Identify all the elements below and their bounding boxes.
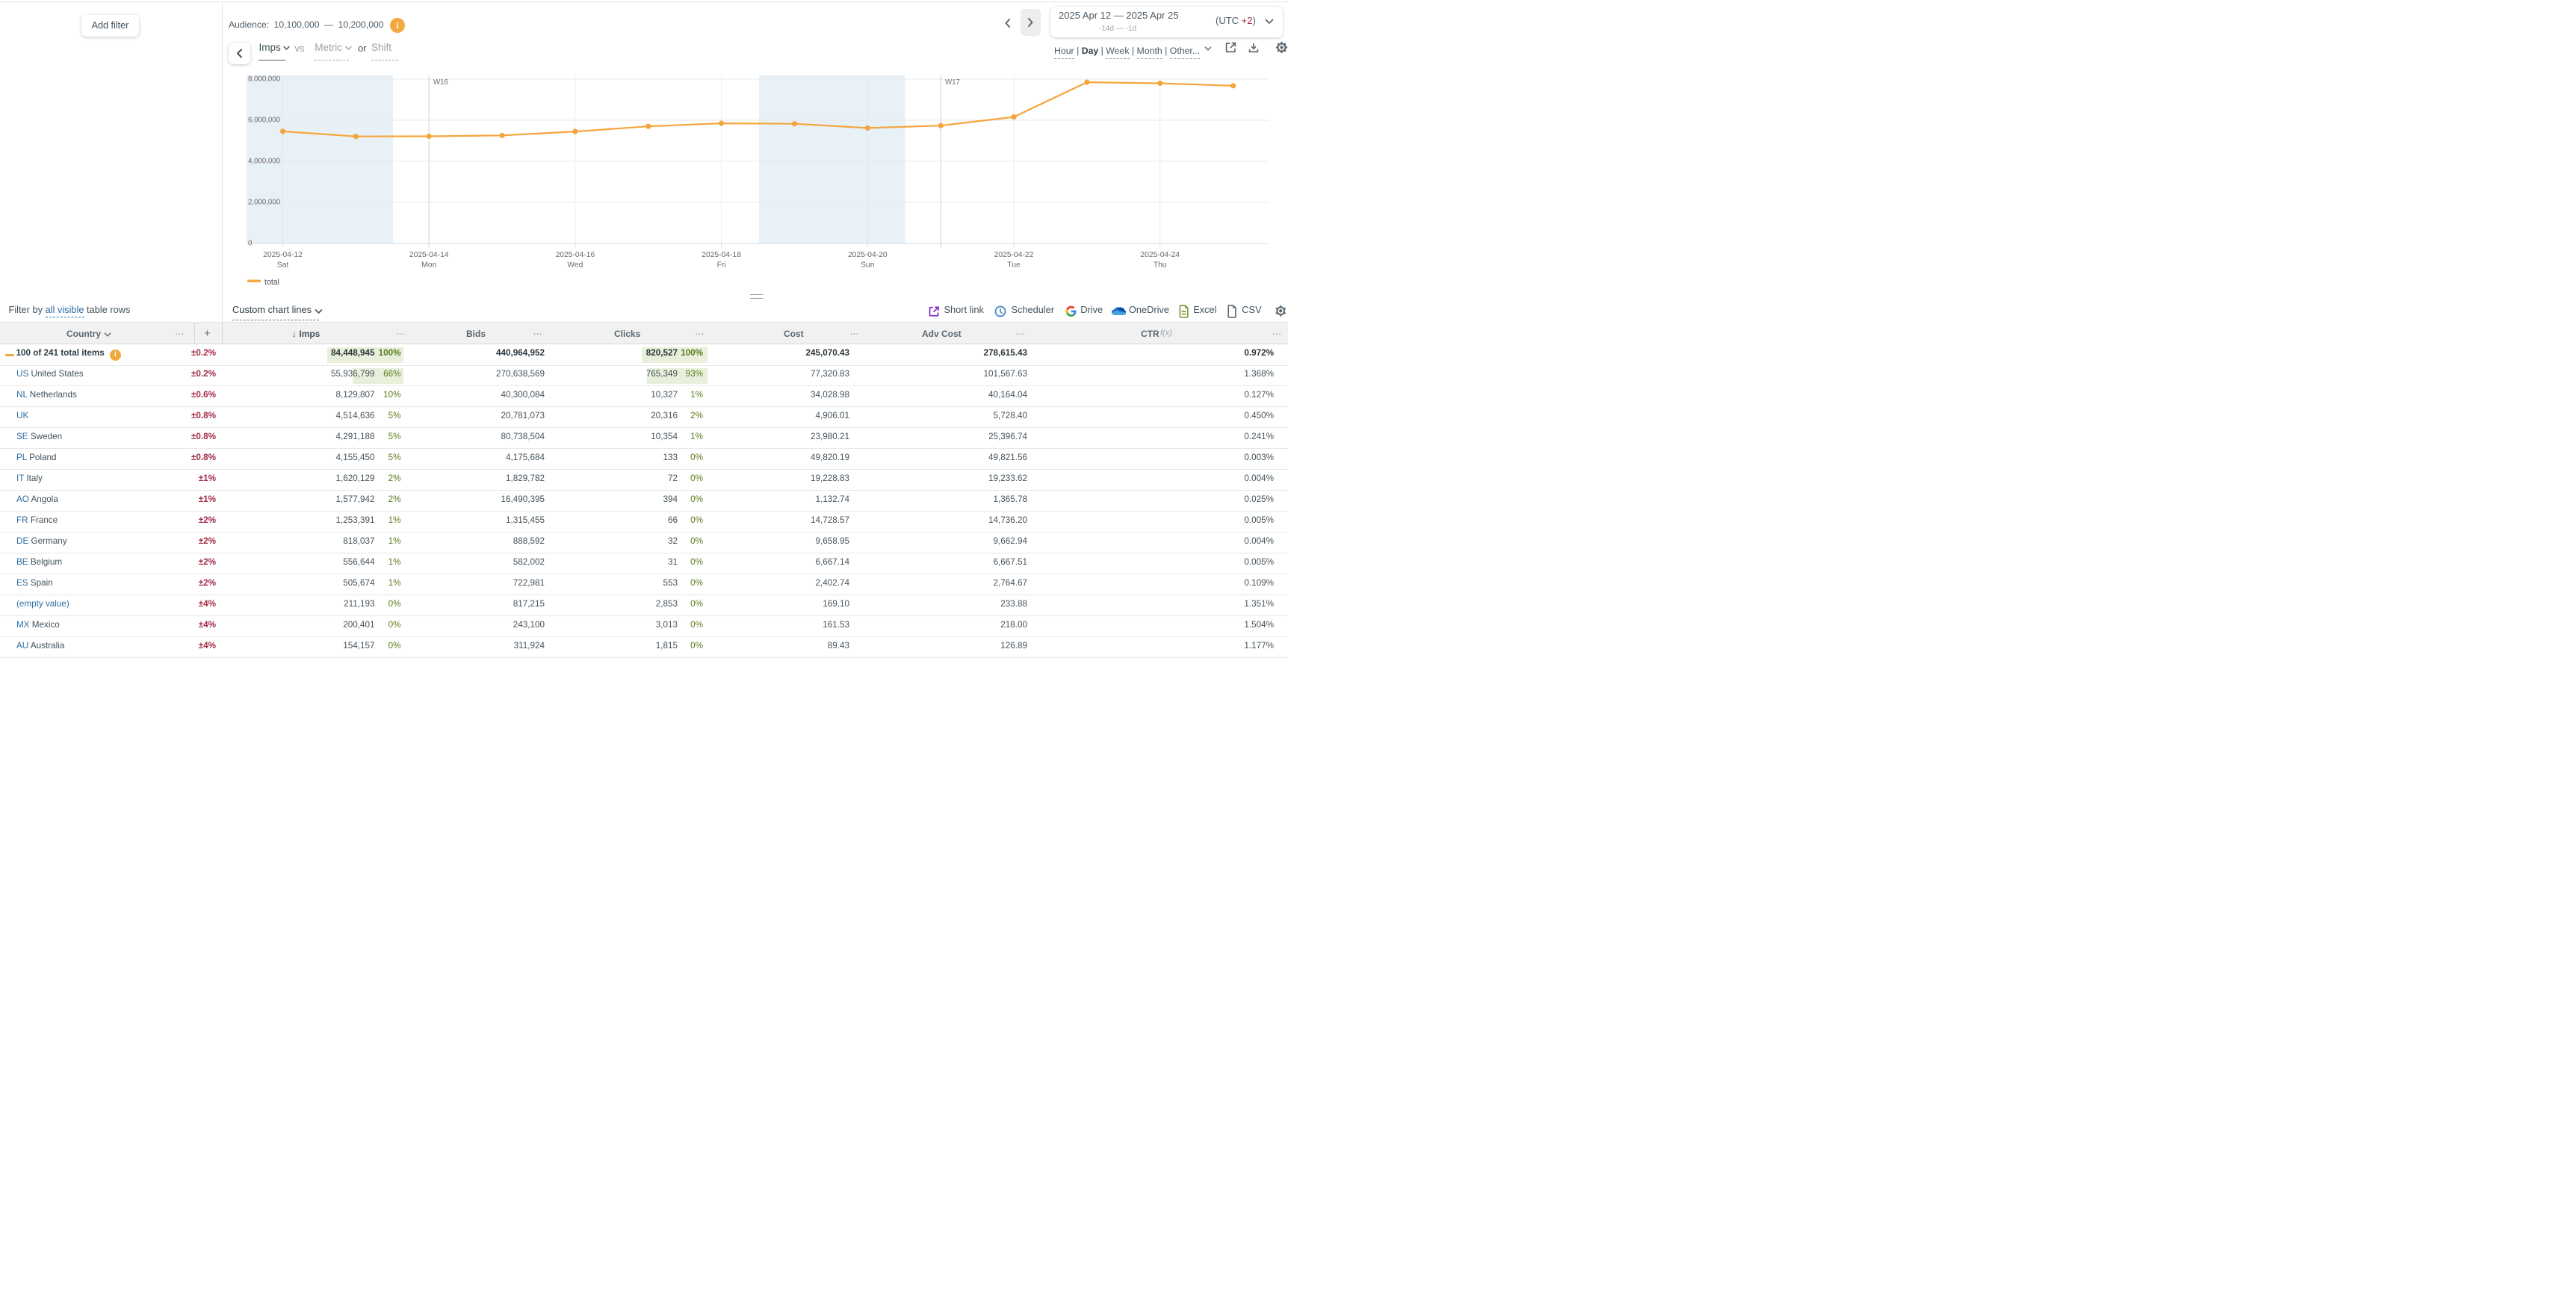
svg-text:W16: W16 [433, 78, 448, 87]
svg-text:total: total [264, 278, 279, 287]
svg-text:8,000,000: 8,000,000 [248, 75, 281, 84]
svg-text:2025-04-24: 2025-04-24 [1140, 251, 1180, 259]
svg-text:Sat: Sat [277, 261, 289, 270]
svg-text:Fri: Fri [717, 261, 726, 270]
svg-text:2025-04-22: 2025-04-22 [994, 251, 1034, 259]
svg-text:Thu: Thu [1154, 261, 1167, 270]
svg-text:2025-04-20: 2025-04-20 [848, 251, 888, 259]
svg-text:Mon: Mon [421, 261, 436, 270]
svg-text:Sun: Sun [861, 261, 875, 270]
svg-text:2,000,000: 2,000,000 [248, 199, 281, 207]
svg-text:2025-04-14: 2025-04-14 [409, 251, 449, 259]
svg-text:W17: W17 [945, 78, 960, 87]
svg-text:4,000,000: 4,000,000 [248, 158, 281, 166]
svg-text:2025-04-12: 2025-04-12 [263, 251, 303, 259]
svg-text:2025-04-16: 2025-04-16 [556, 251, 595, 259]
svg-text:Wed: Wed [567, 261, 583, 270]
svg-text:0: 0 [248, 240, 253, 248]
svg-text:6,000,000: 6,000,000 [248, 117, 281, 125]
svg-text:2025-04-18: 2025-04-18 [702, 251, 741, 259]
svg-text:Tue: Tue [1007, 261, 1021, 270]
